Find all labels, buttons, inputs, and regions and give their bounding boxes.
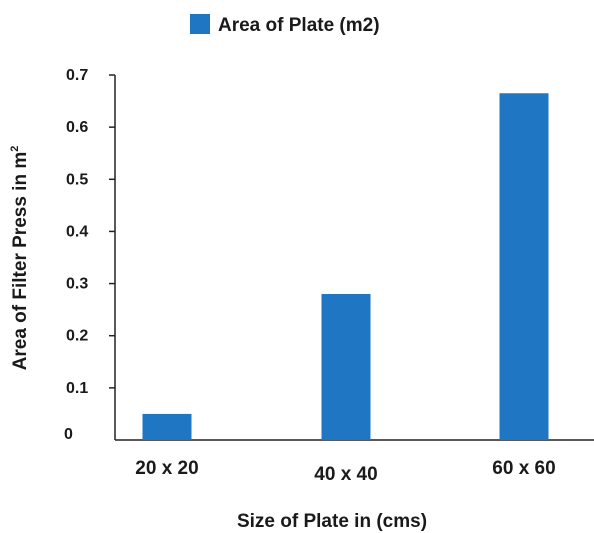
y-axis-title-superscript: 2 [9,146,21,152]
y-tick-label: 0.1 [66,380,88,397]
x-tick-label: 60 x 60 [492,458,555,479]
y-tick-label: 0.4 [66,223,88,240]
bar [142,413,192,440]
x-axis-title: Size of Plate in (cms) [237,511,427,532]
y-axis-title-text: Area of Filter Press in m [10,152,31,371]
y-tick-label: 0.7 [66,67,88,84]
y-tick-label: 0.2 [66,328,88,345]
x-tick-label: 40 x 40 [314,464,377,485]
y-tick-label: 0.6 [66,119,88,136]
plot-area: 0 0.1 0.2 0.3 0.4 0.5 0.6 0.7 20 x 20 40 x 40 60 x… [64,67,594,485]
bar [321,294,371,440]
x-tick-label: 20 x 20 [135,458,198,479]
legend-swatch [190,14,210,34]
y-axis-title: Area of Filter Press in m2 [9,146,31,371]
y-tick-label: 0.5 [66,171,88,188]
legend-label: Area of Plate (m2) [218,15,380,36]
bar [499,93,549,440]
legend: Area of Plate (m2) [190,14,380,36]
y-tick-label: 0.3 [66,276,88,293]
y-tick-label: 0 [64,426,73,443]
